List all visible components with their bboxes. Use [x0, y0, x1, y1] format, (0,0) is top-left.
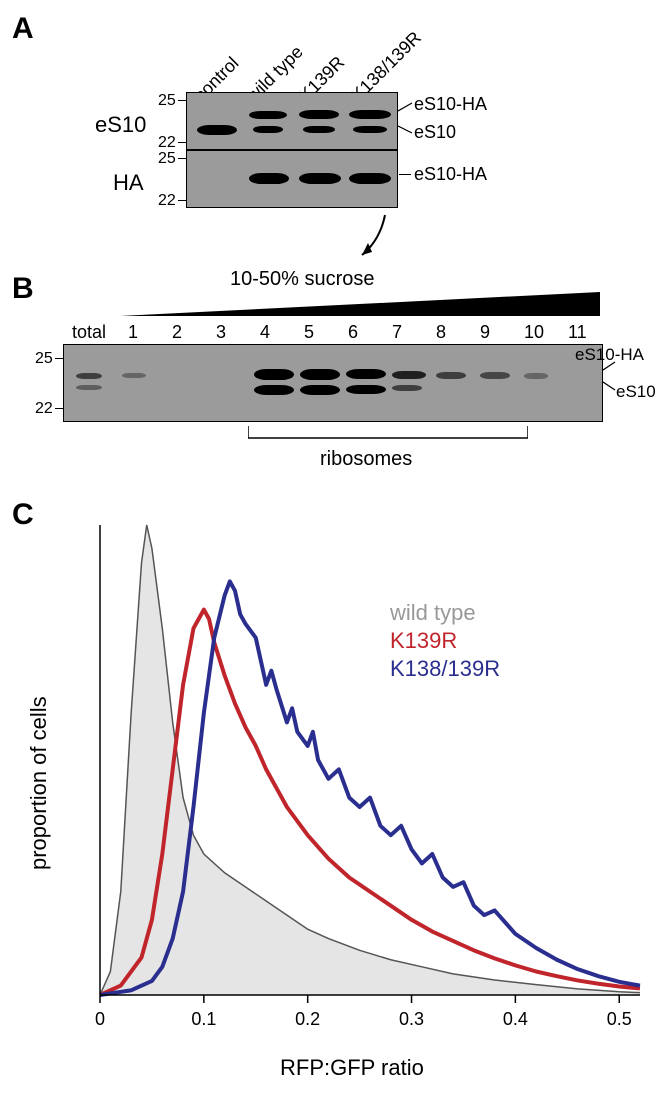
mw-22-a1-tick — [178, 142, 186, 143]
legend-k139: K139R — [390, 628, 457, 654]
band-label-es10-a: eS10 — [414, 122, 456, 143]
mw-25-a2-tick — [178, 158, 186, 159]
fraction-label-3: 3 — [216, 322, 226, 343]
gradient-wedge — [120, 292, 600, 320]
gel-a-ha — [186, 150, 398, 208]
fraction-label-2: 2 — [172, 322, 182, 343]
fraction-label-1: 1 — [128, 322, 138, 343]
ribosomes-label: ribosomes — [320, 448, 412, 471]
gel-b — [63, 344, 603, 422]
callout-a-bottom — [399, 174, 411, 175]
fraction-label-11: 11 — [568, 322, 587, 343]
mw-25-a2: 25 — [158, 150, 176, 168]
chart-c: 0 0.1 0.2 0.3 0.4 0.5 — [60, 515, 650, 1055]
mw-25-b-tick — [55, 358, 63, 359]
fraction-label-5: 5 — [304, 322, 314, 343]
mw-25-a1: 25 — [158, 92, 176, 110]
band-label-es10-ha-a2: eS10-HA — [414, 164, 487, 185]
legend-wt: wild type — [390, 600, 476, 626]
ribosome-bracket — [248, 426, 528, 450]
band-label-es10-b: eS10 — [616, 382, 656, 402]
svg-text:0.5: 0.5 — [607, 1009, 632, 1029]
fraction-label-7: 7 — [392, 322, 402, 343]
svg-text:0.1: 0.1 — [191, 1009, 216, 1029]
ylabel-c: proportion of cells — [26, 696, 52, 870]
fraction-label-10: 10 — [524, 322, 544, 343]
gradient-label: 10-50% sucrose — [230, 268, 375, 291]
svg-text:0.3: 0.3 — [399, 1009, 424, 1029]
svg-text:0: 0 — [95, 1009, 105, 1029]
svg-text:0.2: 0.2 — [295, 1009, 320, 1029]
band-label-es10-ha-a: eS10-HA — [414, 94, 487, 115]
gel-a-es10 — [186, 92, 398, 150]
panel-a-label: A — [12, 12, 34, 46]
fraction-label-9: 9 — [480, 322, 490, 343]
svg-text:0.4: 0.4 — [503, 1009, 528, 1029]
fraction-label-4: 4 — [260, 322, 270, 343]
mw-25-b: 25 — [35, 350, 53, 368]
band-label-es10-ha-b: eS10-HA — [575, 345, 644, 365]
row-label-ha: HA — [113, 170, 144, 196]
fraction-label-6: 6 — [348, 322, 358, 343]
xlabel-c: RFP:GFP ratio — [280, 1055, 424, 1081]
arrow-a-to-b — [350, 210, 410, 270]
mw-22-a2-tick — [178, 200, 186, 201]
panel-b-label: B — [12, 272, 34, 306]
panel-c-label: C — [12, 498, 34, 532]
mw-22-a2: 22 — [158, 192, 176, 210]
mw-22-b: 22 — [35, 400, 53, 418]
row-label-es10: eS10 — [95, 112, 146, 138]
legend-k138: K138/139R — [390, 656, 500, 682]
fraction-label-8: 8 — [436, 322, 446, 343]
total-label: total — [72, 322, 106, 343]
mw-25-a1-tick — [178, 100, 186, 101]
mw-22-b-tick — [55, 408, 63, 409]
